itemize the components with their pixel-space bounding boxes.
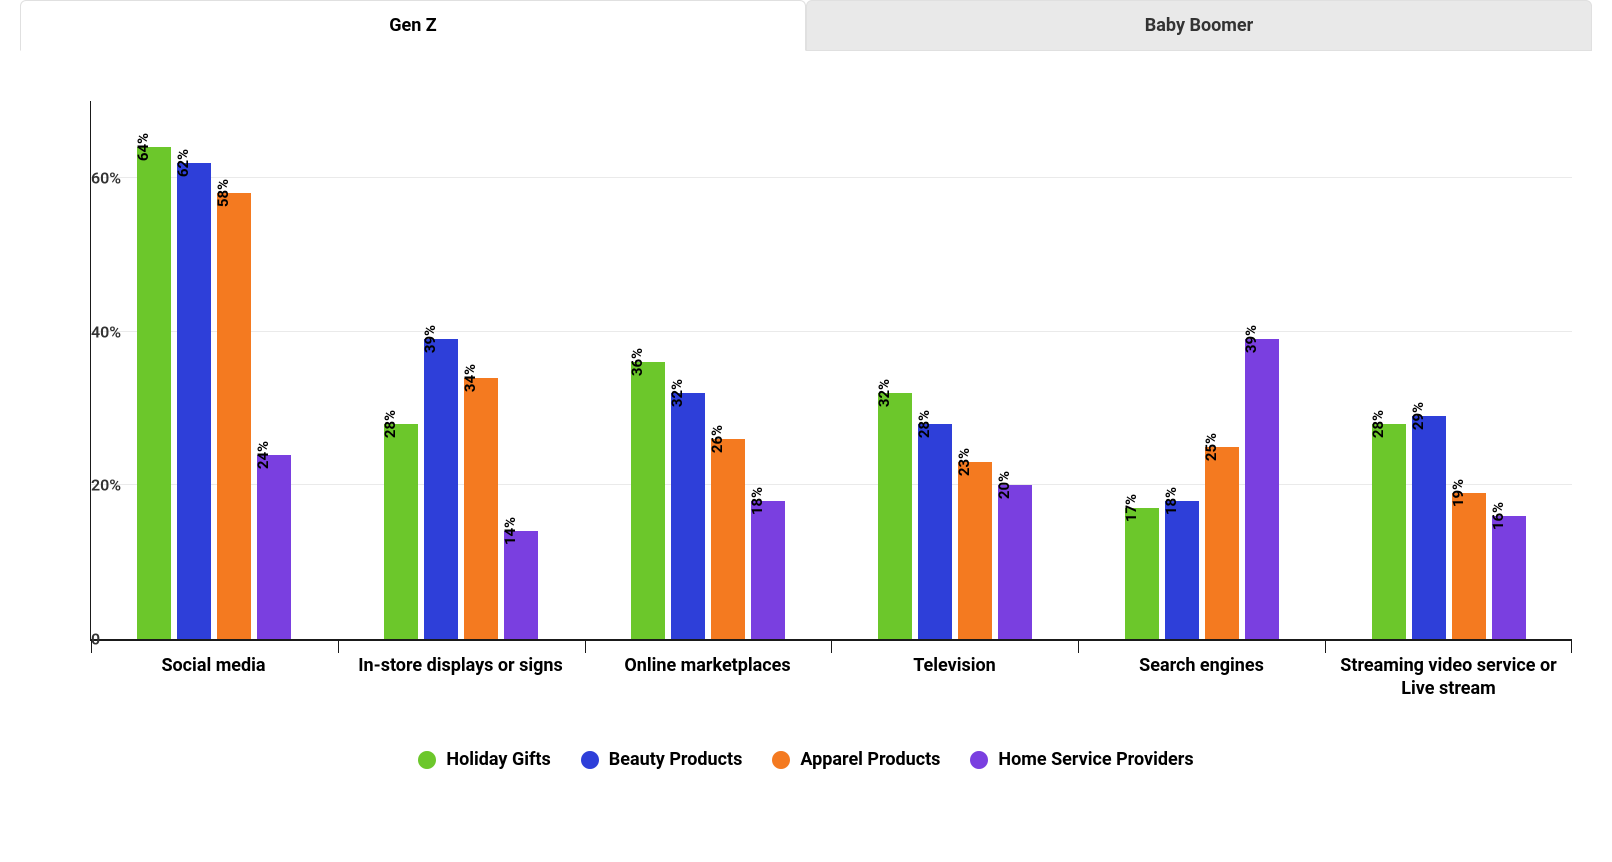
- x-axis: Social mediaIn-store displays or signsOn…: [90, 641, 1572, 721]
- bar-group: 36%32%26%18%: [585, 101, 832, 639]
- x-axis-label: Television: [831, 641, 1078, 721]
- bar-value-label: 32%: [875, 379, 895, 407]
- legend-label: Beauty Products: [609, 749, 743, 770]
- bar: 14%: [504, 531, 538, 639]
- bar: 24%: [257, 455, 291, 639]
- bar-value-label: 62%: [174, 148, 194, 176]
- bar-value-label: 28%: [381, 410, 401, 438]
- bar-value-label: 64%: [134, 133, 154, 161]
- bar-group: 32%28%23%20%: [831, 101, 1078, 639]
- bar: 28%: [1372, 424, 1406, 639]
- bar-value-label: 24%: [254, 440, 274, 468]
- legend: Holiday Gifts Beauty Products Apparel Prod…: [20, 721, 1592, 770]
- legend-swatch: [581, 751, 599, 769]
- bar-value-label: 25%: [1202, 433, 1222, 461]
- bar: 28%: [384, 424, 418, 639]
- bar: 20%: [998, 485, 1032, 639]
- bar-value-label: 18%: [748, 487, 768, 515]
- bar-group: 28%39%34%14%: [338, 101, 585, 639]
- x-axis-label: Online marketplaces: [584, 641, 831, 721]
- legend-swatch: [418, 751, 436, 769]
- y-tick-label: 40%: [91, 322, 127, 341]
- legend-label: Apparel Products: [800, 749, 940, 770]
- bar: 39%: [1245, 339, 1279, 639]
- bar-group: 64%62%58%24%: [91, 101, 338, 639]
- bar-value-label: 36%: [628, 348, 648, 376]
- chart-panel: Gen ZBaby Boomer 64%62%58%24%28%39%34%14…: [0, 0, 1612, 790]
- bar: 18%: [751, 501, 785, 639]
- x-axis-label: Social media: [90, 641, 337, 721]
- plot-area: 64%62%58%24%28%39%34%14%36%32%26%18%32%2…: [90, 101, 1572, 641]
- bar: 28%: [918, 424, 952, 639]
- bar: 39%: [424, 339, 458, 639]
- bar: 32%: [671, 393, 705, 639]
- bar: 36%: [631, 362, 665, 639]
- y-tick-label: 60%: [91, 168, 127, 187]
- bar: 64%: [137, 147, 171, 639]
- bar-value-label: 39%: [1242, 325, 1262, 353]
- bar: 32%: [878, 393, 912, 639]
- bar-value-label: 19%: [1449, 479, 1469, 507]
- bar: 17%: [1125, 508, 1159, 639]
- tabs-row: Gen ZBaby Boomer: [20, 0, 1592, 51]
- bar: 19%: [1452, 493, 1486, 639]
- bar: 58%: [217, 193, 251, 639]
- bar-value-label: 14%: [501, 517, 521, 545]
- bar-value-label: 16%: [1489, 502, 1509, 530]
- x-axis-label: In-store displays or signs: [337, 641, 584, 721]
- tab-gen-z[interactable]: Gen Z: [20, 0, 806, 51]
- bars-layer: 64%62%58%24%28%39%34%14%36%32%26%18%32%2…: [91, 101, 1572, 639]
- bar: 25%: [1205, 447, 1239, 639]
- legend-swatch: [970, 751, 988, 769]
- bar-value-label: 17%: [1122, 494, 1142, 522]
- bar-value-label: 20%: [995, 471, 1015, 499]
- bar: 29%: [1412, 416, 1446, 639]
- bar-value-label: 18%: [1162, 487, 1182, 515]
- x-axis-label: Search engines: [1078, 641, 1325, 721]
- bar-value-label: 26%: [708, 425, 728, 453]
- legend-label: Holiday Gifts: [446, 749, 550, 770]
- tab-baby-boomer[interactable]: Baby Boomer: [806, 0, 1592, 51]
- legend-label: Home Service Providers: [998, 749, 1193, 770]
- bar-value-label: 58%: [214, 179, 234, 207]
- legend-item: Beauty Products: [581, 749, 743, 770]
- bar-chart: 64%62%58%24%28%39%34%14%36%32%26%18%32%2…: [30, 101, 1582, 721]
- legend-item: Holiday Gifts: [418, 749, 550, 770]
- bar-value-label: 23%: [955, 448, 975, 476]
- bar: 26%: [711, 439, 745, 639]
- legend-item: Home Service Providers: [970, 749, 1193, 770]
- bar-value-label: 32%: [668, 379, 688, 407]
- bar-value-label: 28%: [915, 410, 935, 438]
- bar: 16%: [1492, 516, 1526, 639]
- bar-value-label: 39%: [421, 325, 441, 353]
- bar: 18%: [1165, 501, 1199, 639]
- bar: 34%: [464, 378, 498, 639]
- bar: 62%: [177, 163, 211, 640]
- bar-value-label: 29%: [1409, 402, 1429, 430]
- x-axis-label: Streaming video service or Live stream: [1325, 641, 1572, 721]
- bar-group: 28%29%19%16%: [1325, 101, 1572, 639]
- bar-value-label: 34%: [461, 364, 481, 392]
- bar-group: 17%18%25%39%: [1078, 101, 1325, 639]
- bar: 23%: [958, 462, 992, 639]
- y-tick-label: 20%: [91, 476, 127, 495]
- legend-swatch: [772, 751, 790, 769]
- legend-item: Apparel Products: [772, 749, 940, 770]
- bar-value-label: 28%: [1369, 410, 1389, 438]
